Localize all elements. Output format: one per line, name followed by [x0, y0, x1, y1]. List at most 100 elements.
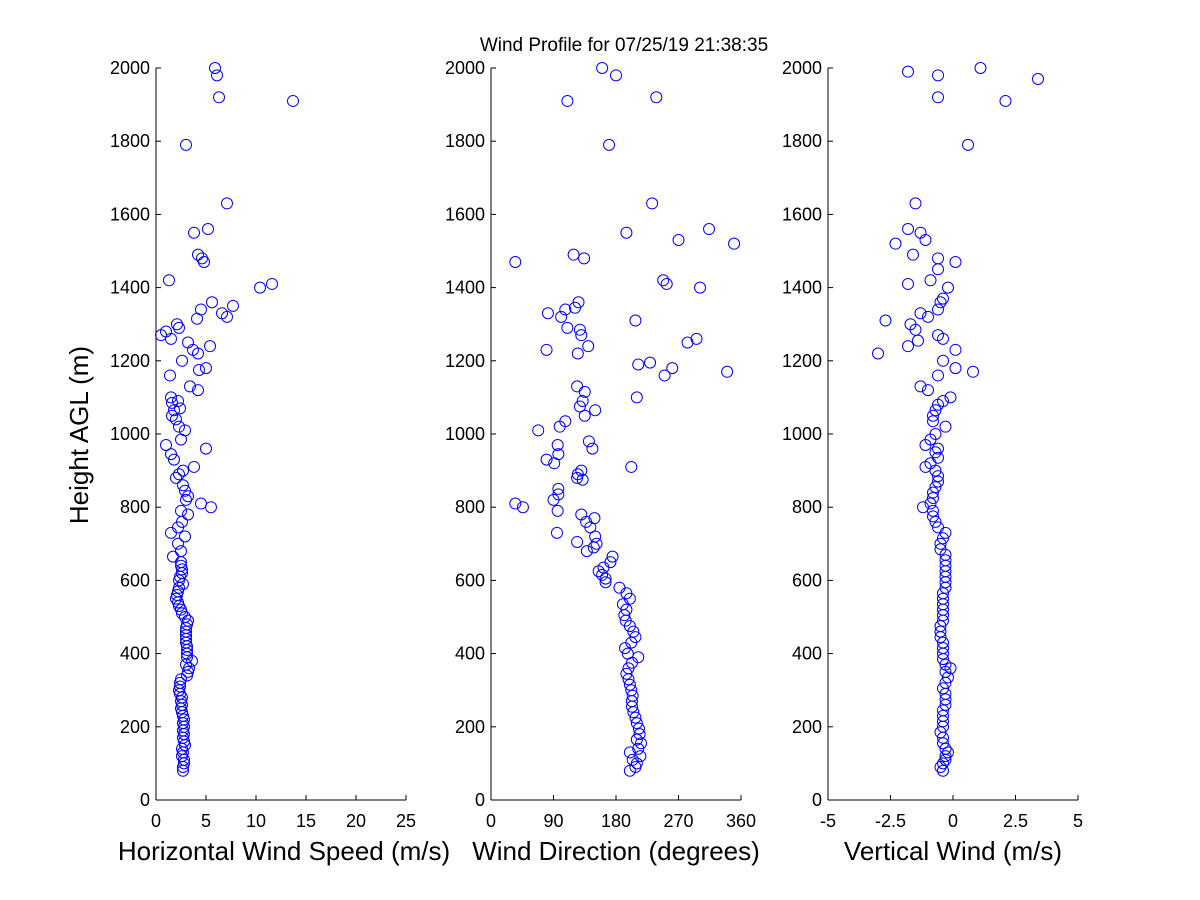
data-point: [934, 620, 947, 633]
data-point: [690, 332, 703, 345]
data-point: [939, 420, 952, 433]
data-point: [196, 252, 208, 265]
y-tick-label: 1400: [110, 278, 150, 298]
y-tick-label: 0: [475, 790, 485, 810]
data-point: [216, 307, 228, 320]
data-point: [644, 356, 657, 369]
data-point: [596, 568, 609, 581]
data-point: [934, 625, 947, 638]
data-point: [575, 508, 588, 521]
data-point: [929, 404, 942, 417]
x-tick-label: 20: [346, 811, 366, 831]
data-point: [630, 757, 643, 770]
y-tick-label: 1200: [110, 351, 150, 371]
data-point: [927, 486, 939, 499]
y-tick-label: 200: [120, 717, 150, 737]
data-point: [182, 490, 194, 503]
data-point: [575, 464, 588, 477]
data-point: [188, 460, 200, 473]
data-point: [165, 526, 177, 539]
data-point: [178, 713, 190, 726]
y-tick-label: 400: [455, 644, 485, 664]
data-point: [172, 585, 184, 598]
y-tick-label: 1800: [445, 131, 485, 151]
data-point: [567, 248, 580, 261]
data-point: [914, 380, 927, 393]
data-point: [620, 226, 633, 239]
y-tick-label: 1400: [782, 278, 822, 298]
data-point: [625, 460, 638, 473]
data-point: [944, 391, 957, 404]
data-point: [629, 314, 642, 327]
x-tick-label: 90: [543, 811, 563, 831]
data-point: [177, 464, 189, 477]
data-point: [632, 742, 645, 755]
data-point: [179, 530, 191, 543]
data-point: [177, 746, 189, 759]
data-point: [589, 530, 602, 543]
data-point: [254, 281, 266, 294]
data-point: [204, 340, 216, 353]
x-axis-label: Horizontal Wind Speed (m/s): [118, 836, 450, 866]
data-point: [182, 614, 194, 627]
data-point: [626, 689, 639, 702]
y-tick-label: 400: [120, 644, 150, 664]
data-point: [932, 91, 944, 104]
data-point: [635, 737, 647, 750]
data-point: [509, 255, 522, 268]
data-point: [576, 395, 589, 408]
data-point: [621, 647, 634, 660]
data-point: [909, 197, 922, 210]
data-point: [942, 746, 954, 759]
data-point: [575, 329, 588, 342]
data-point: [927, 510, 939, 523]
data-point: [872, 347, 884, 360]
data-point: [934, 761, 947, 774]
data-point: [937, 395, 949, 408]
x-tick-label: 15: [296, 811, 316, 831]
data-point: [904, 318, 917, 331]
data-point: [603, 138, 616, 151]
data-point: [188, 226, 200, 239]
data-point: [160, 438, 172, 451]
data-point: [939, 658, 952, 671]
y-tick-label: 1600: [445, 204, 485, 224]
data-point: [907, 248, 919, 261]
data-point: [721, 365, 734, 378]
data-point: [932, 442, 944, 455]
data-point: [573, 323, 586, 336]
data-point: [588, 512, 601, 525]
data-point: [922, 310, 934, 323]
data-point: [623, 746, 636, 759]
data-point: [582, 435, 595, 448]
data-point: [934, 537, 947, 550]
data-point: [551, 438, 564, 451]
data-point: [934, 726, 947, 739]
data-point: [532, 424, 545, 437]
data-point: [666, 362, 679, 375]
x-tick-label: 0: [948, 811, 958, 831]
data-point: [1032, 72, 1044, 85]
y-tick-label: 2000: [782, 58, 822, 78]
y-tick-label: 1000: [782, 424, 822, 444]
data-point: [589, 404, 602, 417]
data-point: [195, 303, 207, 316]
data-point: [195, 497, 207, 510]
data-point: [180, 138, 192, 151]
data-point: [559, 415, 572, 428]
data-point: [550, 526, 563, 539]
data-point: [587, 541, 600, 554]
x-tick-label: 0: [151, 811, 161, 831]
data-point: [932, 521, 944, 534]
data-point: [902, 223, 914, 236]
data-point: [703, 223, 716, 236]
x-tick-label: 10: [246, 811, 266, 831]
data-point: [561, 94, 574, 107]
data-point: [932, 451, 944, 464]
data-point: [932, 69, 944, 82]
data-point: [937, 757, 949, 770]
data-point: [937, 737, 949, 750]
x-tick-label: 5: [201, 811, 211, 831]
y-tick-label: 800: [455, 497, 485, 517]
data-point: [929, 481, 942, 494]
